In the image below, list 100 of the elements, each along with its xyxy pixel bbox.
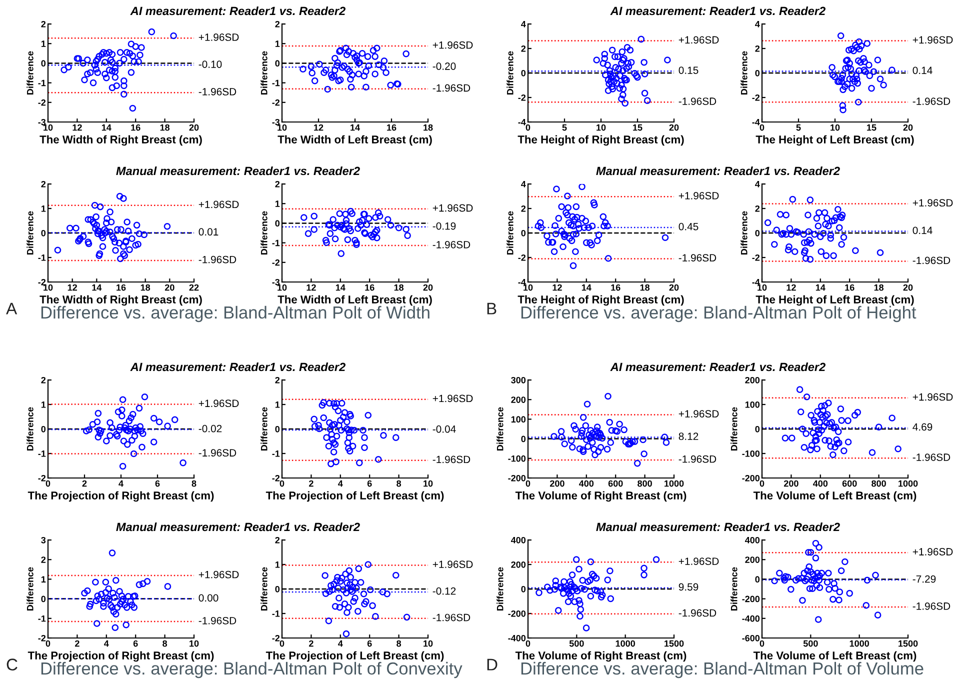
- y-tick-label: 0: [275, 220, 280, 227]
- x-tick-label: 200: [550, 480, 564, 487]
- x-tick-label: 10: [758, 284, 767, 291]
- y-tick-label: -200: [508, 610, 526, 617]
- text: Difference vs. average: Bland-Altman Polt of Volume: [521, 662, 924, 678]
- y-axis-title: Difference: [26, 211, 34, 254]
- x-tick-label: 6: [155, 480, 160, 487]
- ref-line-label: +1.96SD: [912, 199, 953, 207]
- x-tick-label: 4: [104, 640, 109, 647]
- y-tick-label: 0: [521, 230, 526, 236]
- y-tick-label: 4: [521, 21, 526, 28]
- x-tick-label: 6: [367, 480, 372, 487]
- ref-line-label: 0.14: [912, 226, 932, 234]
- x-axis-title: The Width of Left Breast (cm): [278, 135, 432, 146]
- x-tick-label: 8: [162, 640, 168, 647]
- x-tick-label: 16: [387, 124, 396, 131]
- ref-line-label: +1.96SD: [432, 204, 473, 212]
- y-axis-title: Difference: [506, 51, 514, 94]
- y-tick-label: -400: [508, 634, 526, 642]
- x-axis-title: The Volume of Left Breast (cm): [753, 491, 916, 502]
- y-tick-label: 0: [521, 586, 526, 592]
- y-axis-title: Difference: [26, 407, 34, 450]
- ref-line-label: -1.96SD: [198, 449, 236, 457]
- y-axis-title: Difference: [730, 407, 738, 450]
- y-tick-label: 2: [755, 205, 760, 212]
- y-tick-label: -200: [508, 474, 526, 482]
- y-axis-title: Difference: [740, 211, 748, 254]
- text: AI measurement: Reader1 vs. Reader2: [130, 6, 346, 16]
- y-tick-label: -4: [752, 119, 760, 126]
- x-tick-label: 4: [118, 480, 124, 487]
- x-tick-label: 6: [367, 640, 372, 647]
- ref-line-label: 0.14: [912, 66, 932, 74]
- x-tick-label: 16: [116, 284, 126, 291]
- x-tick-label: 16: [611, 284, 620, 291]
- y-axis-title: Difference: [496, 567, 504, 610]
- y-tick-label: -2: [272, 259, 280, 266]
- y-tick-label: 300: [511, 376, 526, 384]
- y-tick-label: -2: [752, 94, 760, 101]
- ref-line-label: 8.12: [678, 432, 698, 440]
- y-tick-label: 400: [510, 536, 526, 544]
- y-tick-label: 100: [511, 416, 526, 423]
- x-tick-label: 500: [569, 640, 584, 647]
- x-axis-title: The Height of Right Breast (cm): [518, 135, 684, 146]
- text: C: [6, 658, 18, 670]
- y-tick-label: -1: [272, 80, 280, 86]
- y-tick-label: -3: [38, 118, 46, 126]
- y-tick-label: 1: [41, 576, 46, 582]
- x-tick-label: 0: [760, 124, 764, 131]
- y-tick-label: 3: [41, 536, 46, 544]
- y-tick-label: 0: [275, 586, 280, 592]
- x-tick-label: 12: [786, 284, 796, 291]
- x-tick-label: 16: [845, 284, 854, 291]
- y-tick-label: 100: [745, 401, 760, 408]
- y-tick-label: -3: [272, 278, 280, 286]
- y-tick-label: 2: [521, 45, 526, 52]
- x-tick-label: 20: [903, 284, 913, 291]
- y-tick-label: -2: [272, 474, 280, 482]
- x-tick-label: 10: [424, 640, 433, 647]
- ref-line-label: -1.96SD: [912, 602, 950, 610]
- y-tick-label: 4: [755, 21, 760, 28]
- y-tick-label: 2: [521, 205, 526, 212]
- x-tick-label: 5: [796, 124, 801, 131]
- y-tick-label: 0: [275, 60, 280, 67]
- x-axis-title: The Projection of Left Breast (cm): [266, 651, 444, 662]
- x-axis-title: The Projection of Right Breast (cm): [28, 491, 214, 502]
- x-tick-label: 10: [44, 284, 53, 291]
- x-tick-label: 4: [338, 480, 343, 487]
- y-tick-label: 2: [275, 20, 280, 28]
- x-tick-label: 10: [44, 124, 53, 131]
- ref-line-label: -0.19: [432, 222, 456, 230]
- y-axis-title: Difference: [506, 211, 514, 254]
- y-axis-title: Difference: [26, 51, 34, 94]
- ref-line-label: -0.20: [432, 62, 456, 70]
- y-axis-title: Difference: [260, 407, 268, 450]
- x-tick-label: 500: [803, 640, 818, 647]
- x-tick-label: 200: [784, 480, 798, 487]
- y-tick-label: 1: [41, 206, 46, 212]
- y-tick-label: 0: [41, 596, 46, 602]
- y-tick-label: 0: [275, 426, 280, 432]
- y-tick-label: 4: [521, 181, 526, 188]
- ref-line-label: +1.96SD: [198, 200, 239, 208]
- text: Manual measurement: Reader1 vs. Reader2: [116, 522, 360, 532]
- x-tick-label: 14: [816, 284, 826, 291]
- x-axis-title: The Height of Left Breast (cm): [756, 135, 914, 146]
- x-tick-label: 0: [526, 640, 530, 647]
- ref-line-label: -1.96SD: [678, 254, 716, 262]
- y-tick-label: 200: [511, 396, 526, 403]
- y-axis-title: Difference: [26, 567, 34, 610]
- text: Difference vs. average: Bland-Altman Polt of Convexity: [41, 662, 462, 678]
- ref-line-label: +1.96SD: [678, 558, 719, 565]
- x-tick-label: 12: [314, 124, 324, 131]
- x-tick-label: 15: [633, 124, 642, 131]
- x-tick-label: 20: [669, 284, 679, 291]
- y-tick-label: -100: [742, 450, 760, 457]
- x-tick-label: 2: [82, 480, 87, 487]
- y-tick-label: -200: [742, 474, 760, 482]
- text: Manual measurement: Reader1 vs. Reader2: [116, 166, 360, 176]
- x-tick-label: 12: [306, 284, 316, 291]
- x-tick-label: 2: [309, 480, 314, 487]
- y-tick-label: -1: [38, 615, 46, 622]
